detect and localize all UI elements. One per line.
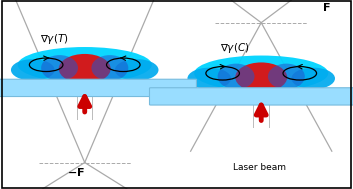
Text: $\mathbf{-F}$: $\mathbf{-F}$ — [67, 166, 85, 178]
Ellipse shape — [18, 47, 152, 83]
Ellipse shape — [194, 56, 328, 91]
FancyBboxPatch shape — [150, 88, 353, 105]
Ellipse shape — [115, 59, 158, 81]
Text: $\mathbf{F}$: $\mathbf{F}$ — [322, 1, 331, 13]
Text: Laser beam: Laser beam — [233, 163, 286, 172]
Text: $\nabla\gamma(C)$: $\nabla\gamma(C)$ — [220, 41, 250, 55]
Ellipse shape — [187, 68, 231, 89]
Ellipse shape — [235, 62, 287, 92]
Ellipse shape — [91, 55, 128, 81]
Ellipse shape — [268, 64, 305, 89]
Text: $\nabla\gamma(T)$: $\nabla\gamma(T)$ — [40, 32, 69, 46]
Ellipse shape — [292, 68, 335, 89]
Ellipse shape — [41, 55, 78, 81]
Ellipse shape — [11, 59, 54, 81]
Ellipse shape — [217, 64, 255, 89]
FancyBboxPatch shape — [0, 79, 196, 97]
Ellipse shape — [59, 54, 111, 84]
